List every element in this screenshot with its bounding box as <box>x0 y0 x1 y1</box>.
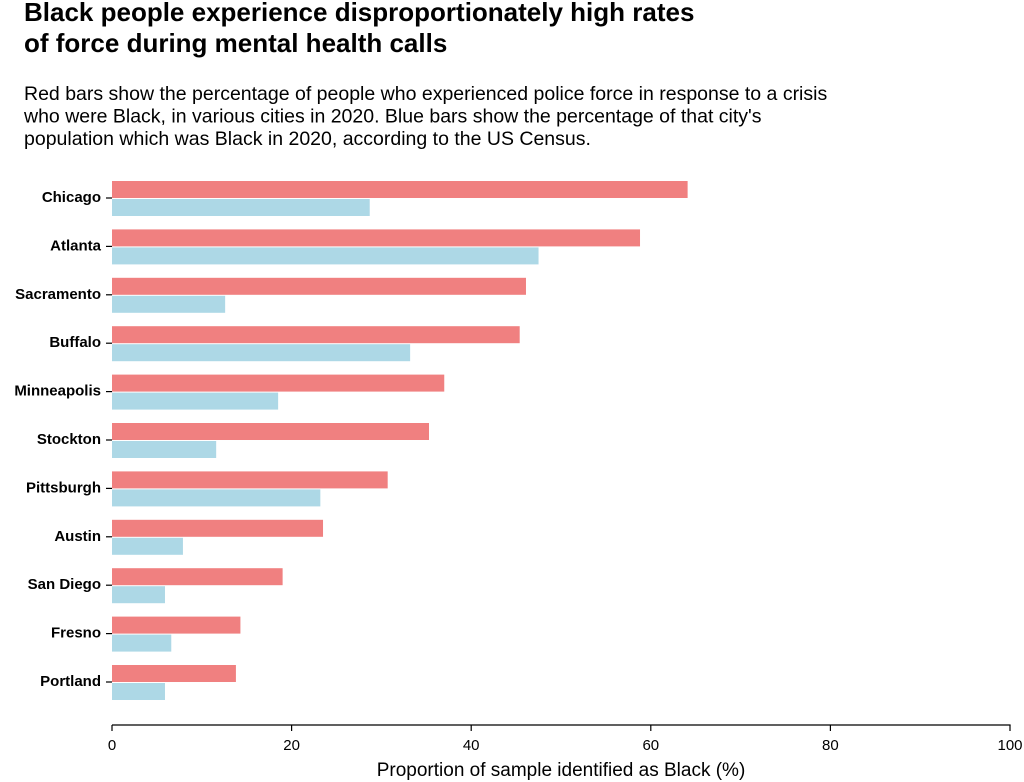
bar <box>112 374 445 392</box>
bar <box>112 471 388 489</box>
y-tick-label: Minneapolis <box>14 383 101 400</box>
bar <box>112 665 236 682</box>
x-tick-label: 40 <box>463 737 480 754</box>
bar <box>112 489 321 507</box>
x-tick-label: 80 <box>822 737 839 754</box>
chart-subtitle: Red bars show the percentage of people w… <box>24 83 827 105</box>
bar <box>112 537 183 555</box>
y-tick-label: Portland <box>40 673 101 690</box>
bar <box>112 392 279 410</box>
bar <box>112 634 172 652</box>
bar <box>112 586 165 604</box>
bar <box>112 616 241 634</box>
bar <box>112 247 539 265</box>
bar <box>112 423 429 440</box>
y-tick-label: Sacramento <box>15 286 101 303</box>
bar <box>112 441 217 458</box>
bar <box>112 199 370 216</box>
chart-subtitle: population which was Black in 2020, acco… <box>24 128 591 150</box>
y-tick-label: Chicago <box>42 189 101 206</box>
bar <box>112 181 688 198</box>
chart-subtitle: who were Black, in various cities in 202… <box>23 106 762 128</box>
y-tick-label: Atlanta <box>50 237 101 254</box>
y-tick-label: Pittsburgh <box>26 479 101 496</box>
y-tick-label: Fresno <box>51 625 101 642</box>
x-tick-label: 60 <box>642 737 659 754</box>
bar <box>112 295 226 313</box>
bar <box>112 344 411 362</box>
bar <box>112 277 526 295</box>
y-tick-label: San Diego <box>28 576 101 593</box>
chart-title: of force during mental health calls <box>24 28 447 58</box>
bar <box>112 229 641 247</box>
x-tick-label: 100 <box>997 737 1022 754</box>
chart-title: Black people experience disproportionate… <box>24 0 694 27</box>
y-tick-label: Buffalo <box>49 334 101 351</box>
x-tick-label: 0 <box>108 737 116 754</box>
y-tick-label: Stockton <box>37 431 101 448</box>
x-tick-label: 20 <box>283 737 300 754</box>
bar <box>112 519 324 537</box>
y-tick-label: Austin <box>54 528 101 545</box>
x-axis-label: Proportion of sample identified as Black… <box>377 760 746 781</box>
bar <box>112 683 165 700</box>
bar <box>112 568 283 586</box>
bar <box>112 326 520 344</box>
